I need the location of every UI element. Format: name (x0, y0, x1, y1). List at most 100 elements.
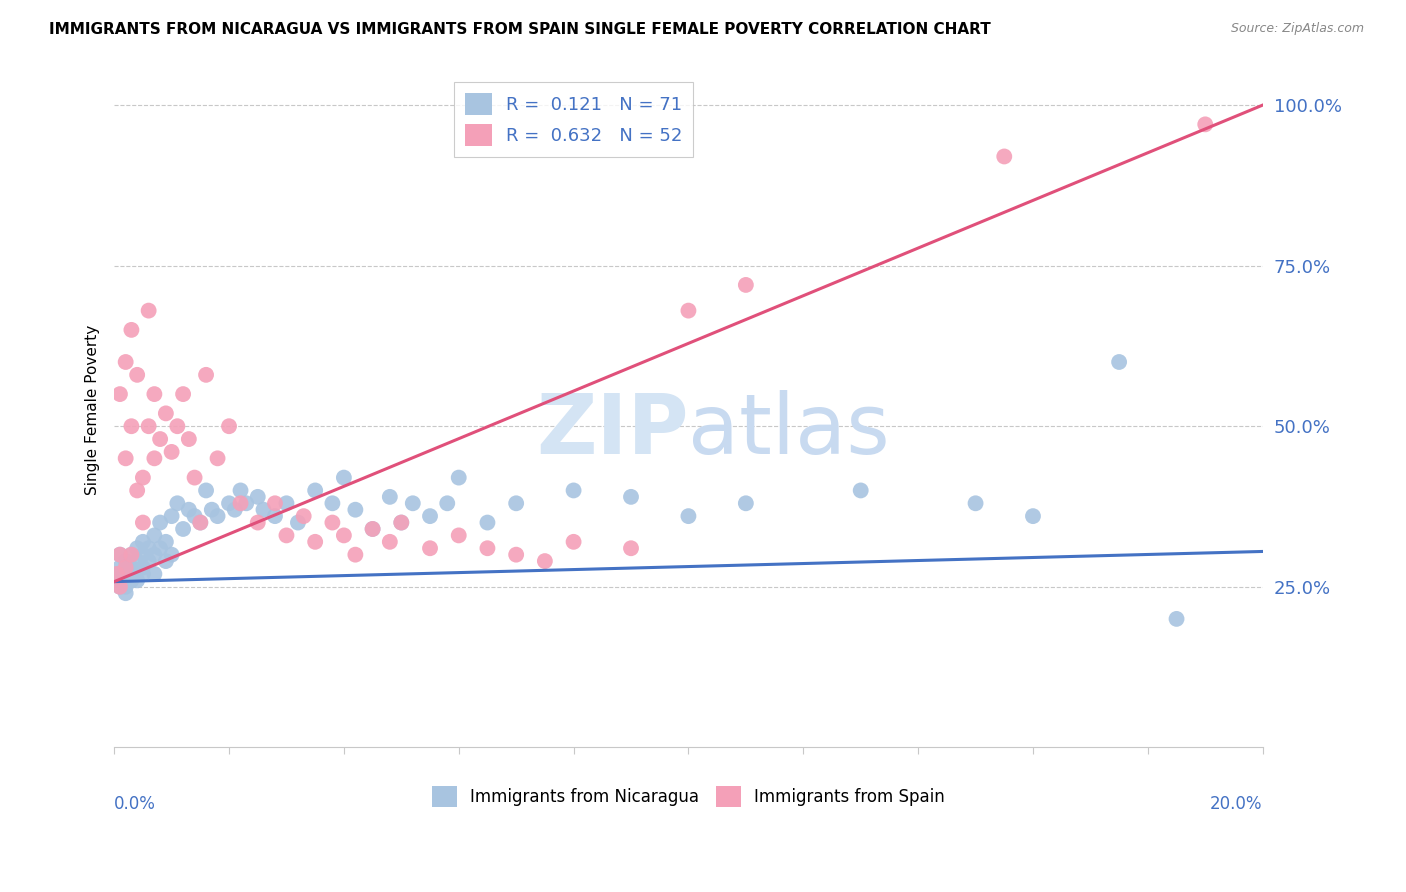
Text: 0.0%: 0.0% (114, 795, 156, 813)
Point (235, 496, 257, 510)
Point (276, 528, 298, 542)
Point (149, 541, 172, 556)
Point (138, 554, 160, 568)
Point (849, 483, 872, 498)
Text: ZIP: ZIP (536, 390, 689, 471)
Point (108, 548, 131, 562)
Point (246, 490, 269, 504)
Point (505, 496, 527, 510)
Point (678, 509, 700, 524)
Point (246, 516, 269, 530)
Point (361, 522, 384, 536)
Point (402, 496, 425, 510)
Point (477, 516, 499, 530)
Point (201, 502, 224, 516)
Point (734, 277, 756, 292)
Point (207, 509, 229, 524)
Point (114, 586, 136, 600)
Point (108, 580, 131, 594)
Point (389, 516, 412, 530)
Point (120, 548, 142, 562)
Point (264, 509, 287, 524)
Point (127, 368, 149, 382)
Point (127, 554, 149, 568)
Point (160, 445, 183, 459)
Point (155, 534, 177, 549)
Point (114, 554, 136, 568)
Point (1166, 612, 1188, 626)
Point (132, 560, 155, 574)
Point (505, 548, 527, 562)
Point (224, 502, 246, 516)
Point (143, 548, 166, 562)
Text: 20.0%: 20.0% (1211, 795, 1263, 813)
Point (1108, 355, 1130, 369)
Point (143, 451, 166, 466)
Point (132, 516, 155, 530)
Point (287, 516, 309, 530)
Point (166, 496, 188, 510)
Point (188, 516, 211, 530)
Point (177, 432, 200, 446)
Point (132, 470, 155, 484)
Point (292, 509, 315, 524)
Point (120, 566, 142, 581)
Point (108, 548, 131, 562)
Point (172, 522, 194, 536)
Point (138, 303, 160, 318)
Point (264, 496, 287, 510)
Point (218, 419, 240, 434)
Point (114, 451, 136, 466)
Point (120, 574, 142, 588)
Point (678, 303, 700, 318)
Point (419, 509, 441, 524)
Point (120, 323, 142, 337)
Point (534, 554, 557, 568)
Point (127, 574, 149, 588)
Point (276, 496, 298, 510)
Text: atlas: atlas (689, 390, 890, 471)
Y-axis label: Single Female Poverty: Single Female Poverty (86, 325, 100, 495)
Point (160, 509, 183, 524)
Point (166, 419, 188, 434)
Point (378, 490, 401, 504)
Point (218, 496, 240, 510)
Point (155, 406, 177, 420)
Point (562, 534, 585, 549)
Point (344, 548, 367, 562)
Point (1194, 117, 1216, 131)
Point (447, 528, 470, 542)
Point (321, 496, 343, 510)
Point (149, 516, 172, 530)
Point (229, 496, 252, 510)
Point (143, 387, 166, 401)
Point (965, 496, 987, 510)
Point (108, 574, 131, 588)
Point (389, 516, 412, 530)
Point (143, 528, 166, 542)
Point (138, 419, 160, 434)
Point (105, 566, 128, 581)
Point (108, 560, 131, 574)
Point (344, 502, 367, 516)
Point (160, 548, 183, 562)
Point (120, 419, 142, 434)
Legend: Immigrants from Nicaragua, Immigrants from Spain: Immigrants from Nicaragua, Immigrants fr… (425, 780, 952, 814)
Point (304, 483, 326, 498)
Point (132, 566, 155, 581)
Point (477, 541, 499, 556)
Point (138, 541, 160, 556)
Point (321, 516, 343, 530)
Point (120, 548, 142, 562)
Point (114, 580, 136, 594)
Point (436, 496, 458, 510)
Point (252, 502, 274, 516)
Point (132, 548, 155, 562)
Point (114, 566, 136, 581)
Point (993, 149, 1015, 163)
Point (127, 483, 149, 498)
Point (195, 368, 218, 382)
Point (562, 483, 585, 498)
Point (172, 387, 194, 401)
Point (333, 470, 356, 484)
